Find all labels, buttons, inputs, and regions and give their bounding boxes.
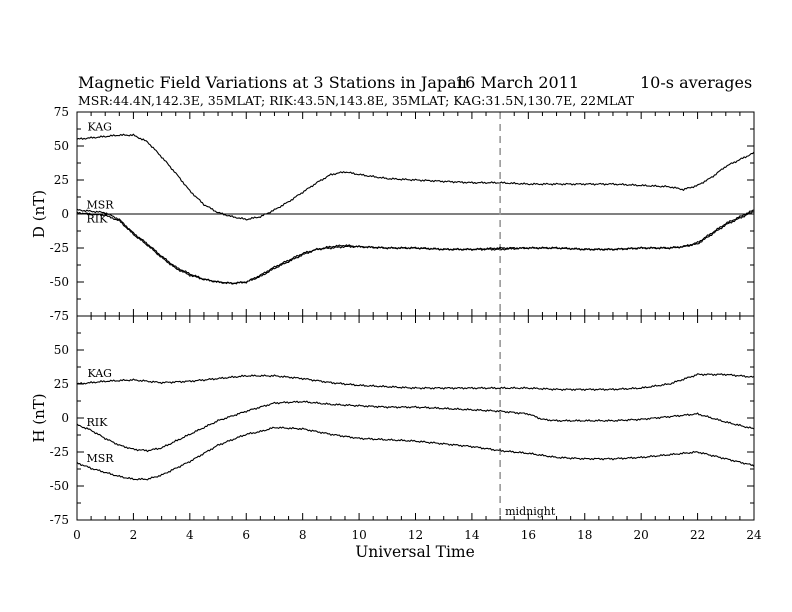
d-series-rik	[76, 211, 755, 285]
d-series-msr	[76, 208, 755, 285]
h-ytick-label: 0	[61, 411, 69, 425]
h-panel-frame	[76, 315, 755, 521]
h-label-kag: KAG	[87, 367, 112, 380]
h-series-kag	[76, 373, 755, 391]
h-ytick-label: 50	[54, 343, 69, 357]
x-tick-label: 8	[299, 528, 307, 542]
x-axis-label: Universal Time	[355, 543, 475, 561]
x-tick-label: 2	[130, 528, 138, 542]
d-series-kag	[76, 133, 755, 221]
h-label-rik: RIK	[86, 416, 108, 429]
d-ytick-label: -50	[50, 275, 69, 289]
x-tick-label: 18	[577, 528, 592, 542]
x-tick-label: 4	[186, 528, 194, 542]
h-series-rik	[76, 400, 755, 453]
x-tick-label: 12	[408, 528, 423, 542]
x-tick-label: 0	[73, 528, 81, 542]
h-ylabel: H (nT)	[30, 393, 48, 442]
d-ytick-label: 50	[54, 139, 69, 153]
d-label-kag: KAG	[87, 120, 112, 133]
chart-averaging: 10-s averages	[640, 73, 752, 92]
d-label-rik: RIK	[86, 212, 108, 225]
d-ylabel: D (nT)	[30, 190, 48, 238]
h-ytick-label: -25	[50, 445, 69, 459]
d-label-msr: MSR	[86, 199, 114, 212]
midnight-label: midnight	[505, 505, 556, 518]
x-tick-label: 14	[464, 528, 480, 542]
h-ytick-label: 25	[54, 377, 69, 391]
h-ytick-label: -50	[50, 479, 69, 493]
x-tick-label: 24	[746, 528, 762, 542]
x-tick-label: 10	[351, 528, 366, 542]
h-series-msr	[76, 426, 755, 481]
h-ytick-label: -75	[50, 513, 69, 527]
d-ytick-label: 0	[61, 207, 69, 221]
chart-date: 16 March 2011	[455, 73, 579, 92]
chart-title: Magnetic Field Variations at 3 Stations …	[78, 73, 467, 92]
d-ytick-label: -25	[50, 241, 69, 255]
h-label-msr: MSR	[86, 452, 114, 465]
d-ytick-label: 75	[54, 105, 69, 119]
station-info: MSR:44.4N,142.3E, 35MLAT; RIK:43.5N,143.…	[78, 93, 635, 108]
d-ytick-label: 25	[54, 173, 69, 187]
x-tick-label: 16	[521, 528, 536, 542]
x-tick-label: 6	[242, 528, 250, 542]
x-tick-label: 20	[634, 528, 649, 542]
d-ytick-label: -75	[50, 309, 69, 323]
x-tick-label: 22	[690, 528, 705, 542]
